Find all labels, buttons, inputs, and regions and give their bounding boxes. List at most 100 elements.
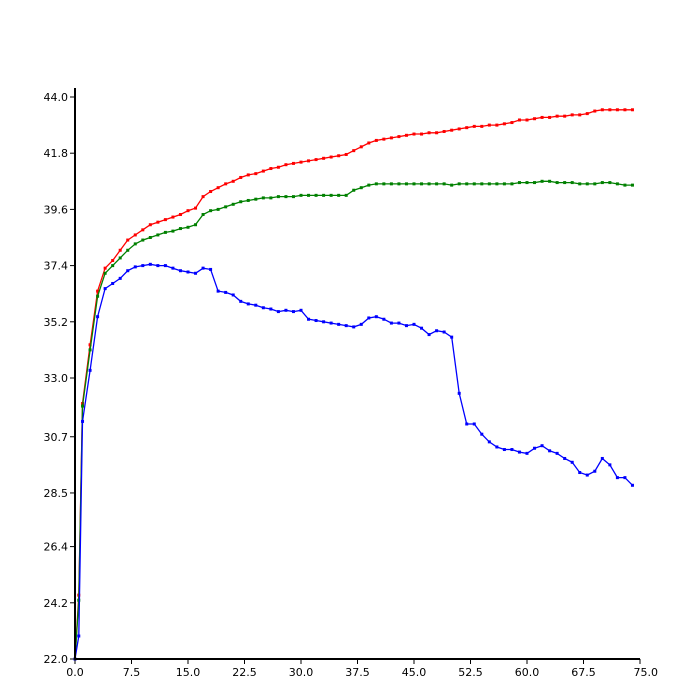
- data-point: [487, 123, 491, 127]
- data-point: [487, 440, 491, 444]
- data-point: [284, 308, 288, 312]
- data-point: [216, 289, 220, 293]
- data-point: [201, 266, 205, 270]
- data-point: [269, 196, 273, 200]
- data-point: [578, 182, 582, 186]
- data-point: [224, 290, 228, 294]
- data-point: [397, 321, 401, 325]
- data-point: [502, 182, 506, 186]
- data-point: [389, 182, 393, 186]
- data-point: [299, 308, 303, 312]
- data-point: [623, 183, 627, 187]
- data-point: [608, 108, 612, 112]
- data-point: [163, 218, 167, 222]
- x-tick-label: 37.5: [345, 666, 370, 679]
- data-point: [359, 322, 363, 326]
- data-point: [126, 248, 130, 252]
- data-point: [374, 138, 378, 142]
- data-point: [194, 206, 198, 210]
- x-tick-label: 60.0: [515, 666, 540, 679]
- data-point: [299, 193, 303, 197]
- data-point: [389, 136, 393, 140]
- data-point: [435, 182, 439, 186]
- data-point: [412, 182, 416, 186]
- data-point: [442, 330, 446, 334]
- data-point: [382, 317, 386, 321]
- data-point: [103, 287, 107, 291]
- data-point: [623, 108, 627, 112]
- data-point: [442, 182, 446, 186]
- data-point: [495, 123, 499, 127]
- data-point: [450, 335, 454, 339]
- data-point: [329, 193, 333, 197]
- data-point: [540, 179, 544, 183]
- data-point: [209, 267, 213, 271]
- data-point: [502, 122, 506, 126]
- data-point: [382, 137, 386, 141]
- data-point: [630, 183, 634, 187]
- data-point: [231, 202, 235, 206]
- data-point: [186, 270, 190, 274]
- data-point: [465, 126, 469, 130]
- data-point: [525, 118, 529, 122]
- data-point: [254, 172, 258, 176]
- data-point: [457, 127, 461, 131]
- data-point: [435, 131, 439, 135]
- data-point: [126, 269, 130, 273]
- data-point: [163, 230, 167, 234]
- data-point: [88, 343, 92, 347]
- data-point: [96, 289, 100, 293]
- data-point: [563, 456, 567, 460]
- data-point: [209, 209, 213, 213]
- data-point: [495, 445, 499, 449]
- y-tick-label: 26.4: [44, 541, 69, 554]
- data-point: [374, 182, 378, 186]
- data-point: [510, 121, 514, 125]
- data-point: [540, 115, 544, 119]
- data-point: [224, 182, 228, 186]
- series-3: [73, 262, 634, 661]
- data-point: [563, 114, 567, 118]
- series-2: [73, 179, 634, 661]
- data-point: [548, 115, 552, 119]
- data-point: [77, 634, 81, 638]
- data-point: [88, 348, 92, 352]
- data-point: [344, 324, 348, 328]
- data-point: [254, 303, 258, 307]
- data-point: [555, 181, 559, 185]
- data-point: [141, 264, 145, 268]
- data-point: [382, 182, 386, 186]
- data-point: [593, 182, 597, 186]
- data-point: [404, 324, 408, 328]
- data-point: [352, 325, 356, 329]
- x-tick-label: 67.5: [571, 666, 596, 679]
- data-point: [239, 200, 243, 204]
- data-point: [608, 181, 612, 185]
- data-point: [299, 160, 303, 164]
- data-point: [118, 248, 122, 252]
- y-tick-label: 41.8: [44, 147, 69, 160]
- data-point: [246, 198, 250, 202]
- data-point: [133, 265, 137, 269]
- data-point: [427, 131, 431, 135]
- data-point: [118, 276, 122, 280]
- x-tick-label: 0.0: [66, 666, 84, 679]
- data-point: [615, 108, 619, 112]
- data-point: [186, 209, 190, 213]
- data-point: [201, 195, 205, 199]
- data-point: [570, 181, 574, 185]
- y-tick-label: 37.4: [44, 260, 69, 273]
- data-point: [397, 182, 401, 186]
- data-point: [404, 133, 408, 137]
- data-point: [615, 476, 619, 480]
- data-point: [600, 456, 604, 460]
- data-point: [329, 155, 333, 159]
- data-point: [88, 368, 92, 372]
- data-point: [201, 213, 205, 217]
- data-point: [322, 320, 326, 324]
- data-point: [480, 432, 484, 436]
- data-point: [148, 236, 152, 239]
- data-point: [352, 149, 356, 153]
- ticks-layer: 22.0 24.2 26.4 28.5 30.7 33.0 35.2 37.4 39.6 41.8…: [44, 91, 659, 679]
- data-point: [585, 112, 589, 116]
